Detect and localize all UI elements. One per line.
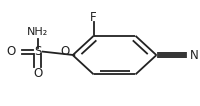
Text: F: F xyxy=(89,11,96,24)
Text: NH₂: NH₂ xyxy=(27,27,48,37)
Text: O: O xyxy=(6,45,16,58)
Text: O: O xyxy=(60,45,69,58)
Text: S: S xyxy=(34,45,41,58)
Text: N: N xyxy=(189,49,198,62)
Text: O: O xyxy=(33,67,42,80)
